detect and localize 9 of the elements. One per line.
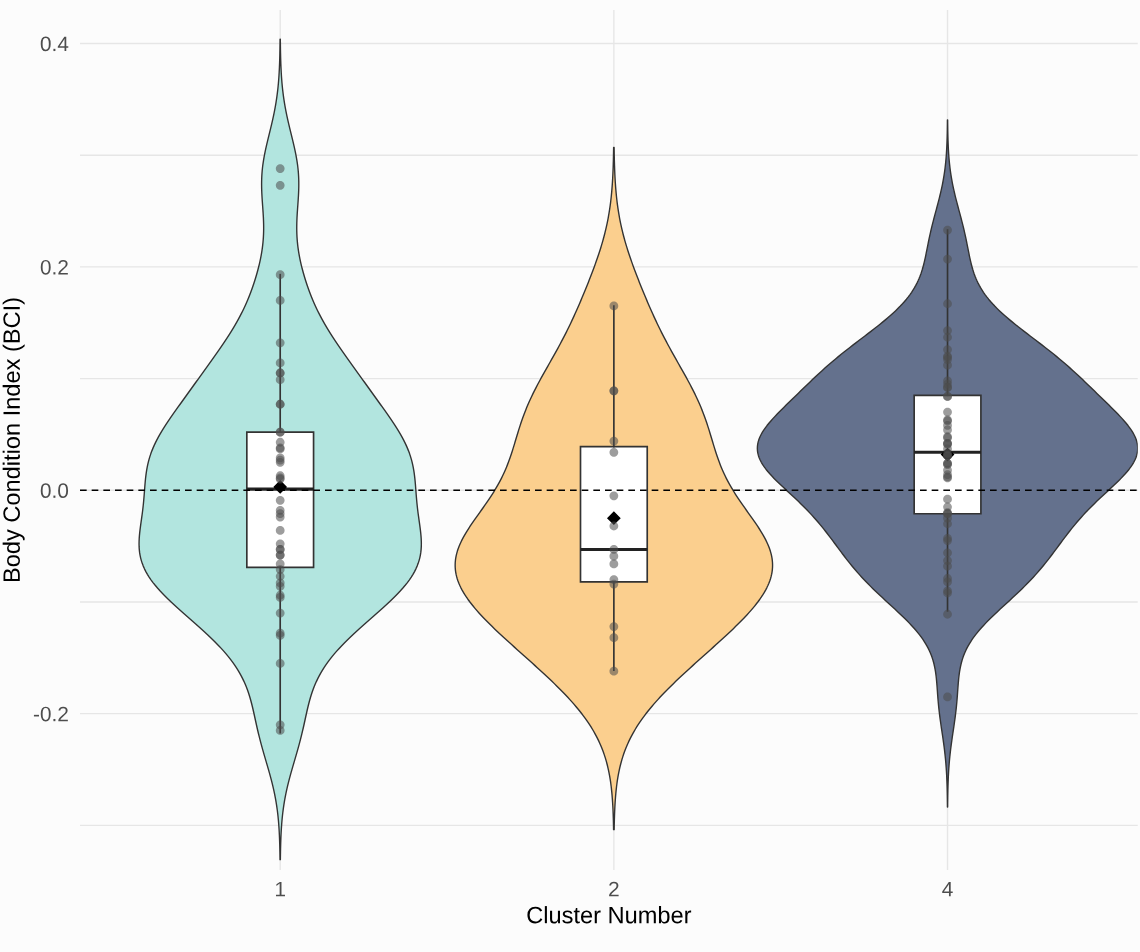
y-axis-title: Body Condition Index (BCI) <box>2 298 25 582</box>
y-tick-label: 0.0 <box>40 483 69 499</box>
y-tick-label: 0.2 <box>40 259 68 275</box>
x-axis-title: Cluster Number <box>527 906 692 924</box>
x-tick-label: 4 <box>942 881 953 897</box>
y-tick-label: -0.2 <box>33 706 68 722</box>
x-tick-label: 1 <box>276 881 285 897</box>
y-tick-label: 0.4 <box>40 36 69 52</box>
x-tick-label: 2 <box>609 881 619 897</box>
